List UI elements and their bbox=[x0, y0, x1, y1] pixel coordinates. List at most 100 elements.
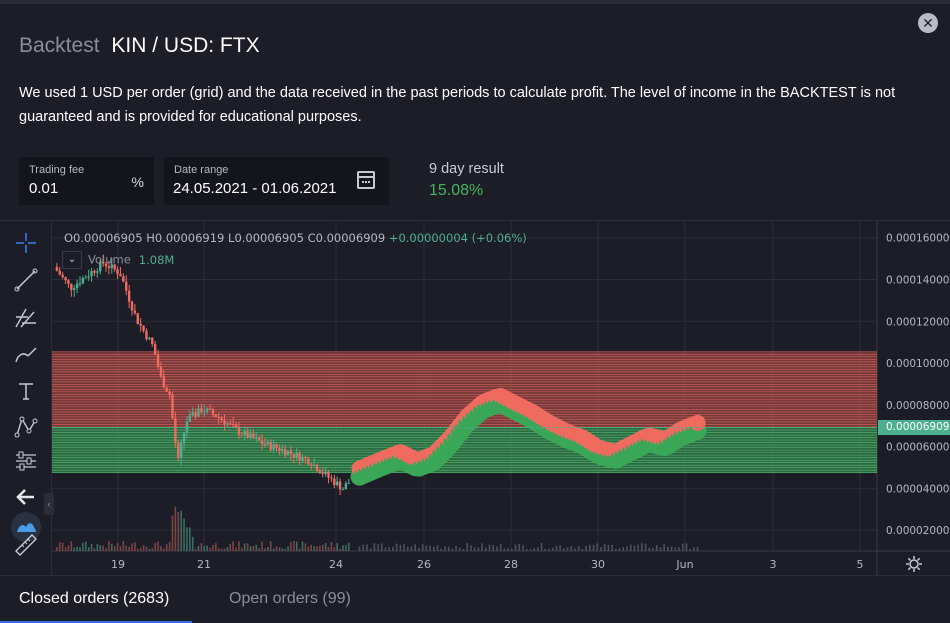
volume-bar bbox=[336, 543, 338, 551]
volume-bar bbox=[615, 548, 617, 551]
fib-icon[interactable] bbox=[12, 303, 40, 331]
candle-body bbox=[286, 450, 290, 455]
candle-body bbox=[119, 274, 122, 277]
volume-bar bbox=[629, 544, 632, 551]
volume-bar bbox=[380, 543, 383, 551]
volume-bar bbox=[125, 545, 128, 551]
volume-bar bbox=[551, 547, 554, 551]
volume-bar bbox=[87, 547, 90, 551]
candle-body bbox=[116, 269, 119, 275]
volume-bar bbox=[105, 547, 107, 551]
trading-fee-value[interactable]: 0.01 bbox=[29, 180, 59, 197]
volume-bar bbox=[56, 547, 58, 551]
price-chart[interactable]: 0.00002000 0.00004000 0.00006000 0.00008000… bbox=[52, 221, 950, 576]
chevron-down-icon[interactable]: ⌄ bbox=[62, 251, 82, 269]
chart-canvas[interactable]: 0.00002000 0.00004000 0.00006000 0.00008000… bbox=[52, 221, 950, 576]
volume-bar bbox=[139, 547, 142, 551]
y-tick-label: 0.00016000 bbox=[886, 233, 949, 245]
volume-bar bbox=[362, 544, 365, 551]
volume-bar bbox=[589, 544, 591, 551]
candle-body bbox=[211, 409, 215, 415]
volume-bar bbox=[212, 544, 214, 551]
volume-bar bbox=[186, 527, 188, 551]
volume-bar bbox=[197, 545, 200, 551]
backtest-description: We used 1 USD per order (grid) and the d… bbox=[19, 85, 896, 125]
volume-bar bbox=[295, 541, 298, 551]
volume-bar bbox=[90, 543, 93, 551]
volume-bar bbox=[670, 546, 673, 551]
volume-bar bbox=[255, 544, 258, 551]
close-icon[interactable]: ✕ bbox=[918, 13, 938, 33]
candle-body bbox=[338, 481, 342, 490]
trading-fee-field[interactable]: Trading fee 0.01 % bbox=[19, 157, 154, 205]
volume-bar bbox=[134, 542, 136, 551]
volume-bar bbox=[518, 543, 521, 551]
volume-bar bbox=[440, 548, 443, 551]
candle-body bbox=[237, 427, 241, 435]
volume-bar bbox=[429, 545, 431, 551]
candle-body bbox=[64, 277, 67, 281]
modal-title: Backtest KIN / USD: FTX bbox=[19, 34, 260, 58]
volume-bar bbox=[249, 546, 252, 551]
candle-body bbox=[197, 408, 200, 417]
volume-value: 1.08M bbox=[138, 252, 175, 267]
calendar-icon[interactable] bbox=[357, 171, 375, 189]
tab-closed-orders[interactable]: Closed orders (2683) bbox=[19, 590, 170, 607]
title-prefix: Backtest bbox=[19, 34, 100, 57]
candle-body bbox=[165, 387, 168, 392]
candle-body bbox=[136, 313, 140, 324]
candle-body bbox=[309, 464, 313, 466]
date-range-value[interactable]: 24.05.2021 - 01.06.2021 bbox=[173, 180, 337, 197]
candle-body bbox=[70, 283, 73, 290]
text-icon[interactable] bbox=[12, 377, 40, 405]
volume-bar bbox=[466, 543, 469, 551]
volume-bar bbox=[200, 543, 203, 551]
trend-line-icon[interactable] bbox=[12, 266, 40, 294]
volume-bar bbox=[261, 541, 263, 551]
volume-bar bbox=[157, 541, 159, 551]
volume-bar bbox=[226, 547, 229, 551]
candle-body bbox=[223, 420, 226, 425]
volume-bar bbox=[206, 545, 208, 551]
volume-bar bbox=[194, 548, 197, 551]
candle-body bbox=[278, 448, 281, 451]
volume-bar bbox=[61, 542, 64, 551]
tab-open-orders[interactable]: Open orders (99) bbox=[229, 590, 351, 607]
date-range-field[interactable]: Date range 24.05.2021 - 01.06.2021 bbox=[164, 157, 389, 205]
prediction-icon[interactable] bbox=[12, 447, 40, 475]
candle-body bbox=[125, 281, 128, 291]
volume-bar bbox=[293, 541, 295, 551]
last-price-tag: 0.00006909 bbox=[878, 420, 950, 436]
candle-body bbox=[315, 464, 319, 471]
volume-bar bbox=[154, 542, 156, 551]
volume-bar bbox=[592, 544, 595, 551]
volume-bar bbox=[514, 544, 517, 551]
volume-bar bbox=[641, 543, 643, 551]
volume-bar bbox=[330, 542, 333, 551]
x-tick-label: 5 bbox=[857, 558, 864, 571]
volume-bar bbox=[537, 547, 539, 551]
crosshair-icon[interactable] bbox=[12, 229, 40, 257]
volume-bar bbox=[548, 548, 550, 551]
candle-body bbox=[185, 421, 189, 433]
volume-bar bbox=[269, 541, 272, 551]
candle-body bbox=[292, 453, 296, 458]
candle-body bbox=[298, 452, 301, 461]
candle-body bbox=[327, 471, 330, 478]
brush-icon[interactable] bbox=[12, 340, 40, 368]
volume-bar bbox=[345, 545, 347, 551]
candle-body bbox=[159, 366, 163, 377]
back-arrow-icon[interactable] bbox=[12, 483, 40, 511]
gear-icon[interactable] bbox=[905, 555, 923, 573]
volume-bar bbox=[574, 548, 576, 551]
ruler-icon[interactable] bbox=[12, 531, 40, 559]
volume-bar bbox=[577, 546, 580, 551]
candle-body bbox=[139, 323, 142, 326]
volume-bar bbox=[96, 543, 99, 551]
volume-bar bbox=[622, 547, 625, 551]
volume-bar bbox=[492, 545, 495, 551]
pattern-icon[interactable] bbox=[12, 413, 40, 441]
collapse-toolbar-handle[interactable]: ‹ bbox=[44, 493, 54, 515]
volume-bar bbox=[570, 546, 573, 551]
candle-body bbox=[133, 310, 137, 314]
